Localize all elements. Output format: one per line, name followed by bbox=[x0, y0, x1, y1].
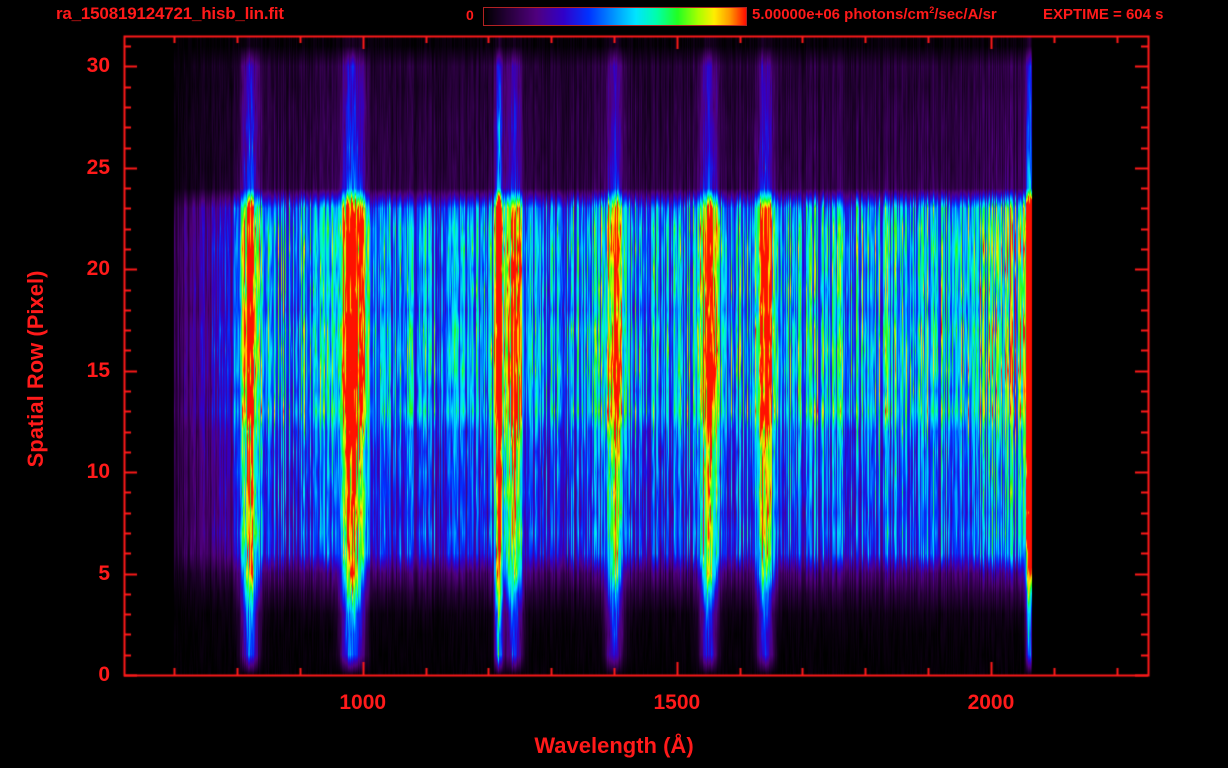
y-tick-label: 5 bbox=[98, 561, 110, 585]
y-tick-label: 25 bbox=[86, 155, 110, 179]
y-axis-title: Spatial Row (Pixel) bbox=[23, 270, 48, 468]
colorbar-max-label: 5.00000e+06 photons/cm2/sec/A/sr bbox=[752, 6, 997, 24]
x-tick-label: 1000 bbox=[339, 691, 387, 714]
colorbar-units-prefix: 5.00000e+06 photons/cm bbox=[752, 6, 930, 23]
y-tick-label: 15 bbox=[86, 358, 110, 382]
colorbar-units-suffix: /sec/A/sr bbox=[934, 6, 997, 23]
y-tick-label: 0 bbox=[98, 663, 110, 686]
exptime-label: EXPTIME = 604 s bbox=[1043, 6, 1164, 23]
x-axis-title: Wavelength (Å) bbox=[534, 733, 694, 758]
y-tick-label: 30 bbox=[86, 54, 110, 78]
x-tick-label: 1500 bbox=[653, 691, 701, 714]
x-tick-label: 2000 bbox=[967, 691, 1015, 714]
spectrogram-image bbox=[124, 36, 1148, 675]
y-tick-label: 20 bbox=[86, 257, 110, 281]
colorbar-min-label: 0 bbox=[466, 7, 474, 23]
y-tick-label: 10 bbox=[86, 460, 110, 484]
page-title: ra_150819124721_hisb_lin.fit bbox=[56, 4, 284, 23]
colorbar bbox=[483, 7, 747, 26]
